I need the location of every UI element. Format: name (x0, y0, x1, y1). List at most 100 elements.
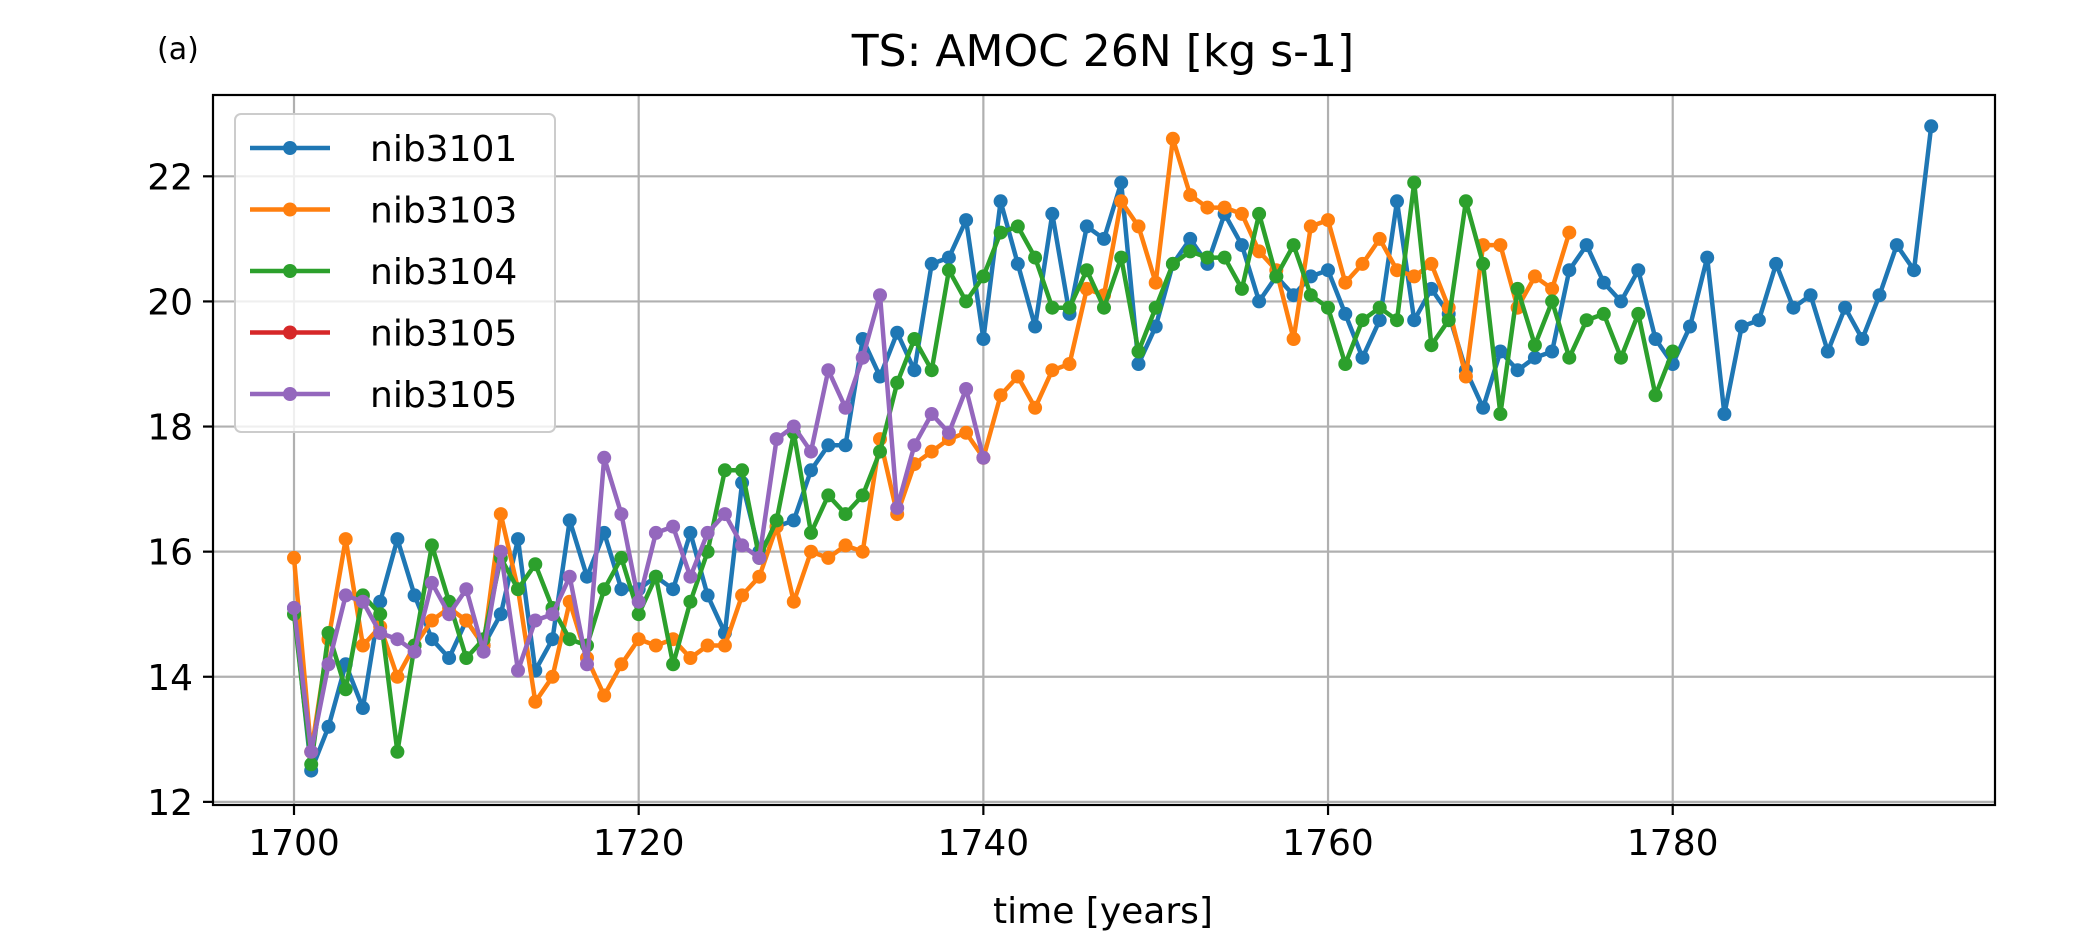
data-point (597, 450, 612, 465)
data-point (442, 607, 457, 622)
data-point (838, 438, 853, 453)
data-point (717, 638, 732, 653)
data-point (321, 657, 336, 672)
data-point (562, 569, 577, 584)
data-point (1321, 300, 1335, 315)
data-point (1390, 194, 1404, 209)
data-point (1596, 275, 1611, 290)
data-point (873, 444, 887, 459)
data-point (890, 500, 905, 515)
data-point (959, 213, 974, 228)
data-point (1131, 357, 1146, 371)
data-point (493, 544, 508, 559)
data-point (1252, 294, 1267, 309)
data-point (1424, 256, 1439, 271)
data-point (373, 607, 388, 622)
legend-swatch-marker (283, 202, 297, 217)
data-point (735, 538, 750, 553)
data-point (1010, 369, 1025, 384)
data-point (752, 550, 767, 565)
data-point (1114, 194, 1129, 209)
data-point (890, 325, 905, 340)
data-point (648, 525, 663, 540)
data-point (1476, 256, 1491, 271)
data-point (597, 688, 612, 703)
data-point (993, 194, 1008, 209)
data-point (1355, 350, 1370, 365)
data-point (1183, 188, 1198, 203)
data-point (855, 544, 870, 559)
data-point (390, 669, 405, 684)
data-point (666, 582, 681, 597)
data-point (666, 519, 681, 534)
data-point (614, 550, 629, 565)
data-point (511, 663, 525, 678)
data-point (804, 463, 818, 478)
data-point (493, 607, 508, 622)
data-point (424, 575, 439, 590)
legend-swatch-marker (283, 141, 297, 155)
data-point (1028, 250, 1043, 265)
data-point (1631, 306, 1646, 321)
data-point (614, 657, 629, 672)
y-tick-label: 18 (147, 408, 193, 449)
data-point (1165, 131, 1180, 146)
data-point (786, 594, 801, 609)
data-point (1407, 175, 1422, 190)
data-point (528, 613, 543, 628)
data-point (1372, 231, 1387, 246)
data-point (1200, 200, 1215, 215)
data-point (528, 557, 543, 572)
data-point (1717, 407, 1732, 421)
data-point (338, 588, 353, 603)
data-point (338, 682, 353, 697)
data-point (769, 432, 784, 447)
data-point (1252, 206, 1267, 221)
axis-ticks: 1700 1720 1740 1760 1780 12 14 16 18 20 22 (147, 157, 1718, 864)
data-point (1148, 319, 1163, 334)
y-tick-label: 16 (147, 533, 193, 574)
data-point (1045, 206, 1060, 221)
data-point (1889, 238, 1904, 253)
x-tick-label: 1720 (593, 823, 685, 864)
data-point (1183, 231, 1198, 246)
data-point (1493, 407, 1508, 421)
data-point (338, 532, 353, 547)
data-point (1269, 269, 1284, 284)
data-point (890, 375, 905, 390)
data-point (424, 613, 439, 628)
data-point (562, 632, 577, 647)
data-point (1924, 119, 1939, 134)
data-point (1683, 319, 1697, 334)
data-point (1493, 238, 1508, 253)
data-point (769, 513, 784, 528)
data-point (924, 363, 939, 378)
data-point (1872, 288, 1887, 303)
data-point (804, 444, 818, 459)
data-point (390, 744, 405, 759)
data-point (1614, 294, 1628, 309)
data-point (786, 513, 801, 528)
data-point (1596, 306, 1611, 321)
data-point (1665, 344, 1680, 359)
data-point (821, 438, 836, 453)
data-point (1372, 300, 1387, 315)
y-tick-label: 14 (147, 658, 193, 699)
data-point (287, 601, 301, 615)
series-2-nib3104 (287, 175, 1680, 772)
data-point (1407, 313, 1422, 328)
data-point (924, 256, 939, 271)
data-point (390, 632, 405, 647)
data-point (873, 369, 887, 384)
data-point (1338, 306, 1353, 321)
data-point (873, 288, 887, 303)
data-point (1751, 313, 1766, 328)
data-point (924, 444, 939, 459)
data-point (1079, 219, 1094, 234)
data-point (1131, 219, 1146, 234)
data-point (1614, 350, 1628, 365)
data-point (287, 550, 301, 565)
data-point (1286, 332, 1301, 346)
data-point (1062, 357, 1077, 371)
data-point (941, 250, 956, 265)
